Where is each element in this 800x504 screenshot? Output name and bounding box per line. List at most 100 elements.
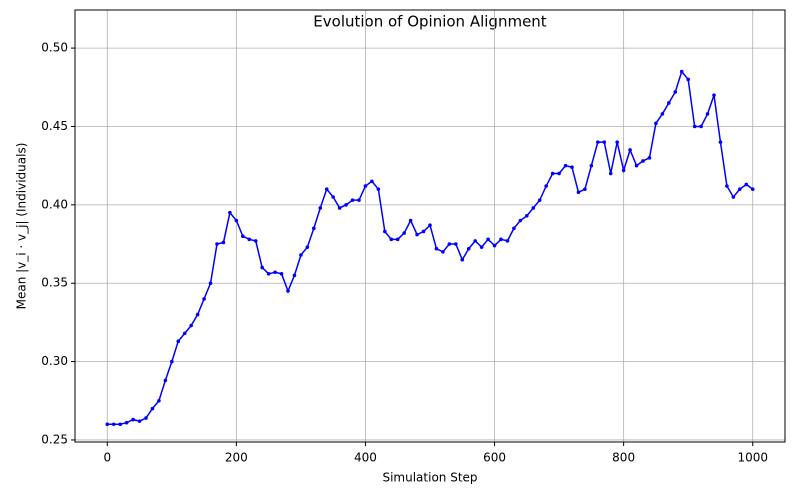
data-point — [596, 140, 600, 144]
data-point — [331, 195, 335, 199]
data-point — [679, 69, 684, 74]
data-point — [415, 232, 419, 237]
data-point — [370, 179, 374, 184]
data-point — [667, 101, 671, 105]
data-point — [357, 198, 361, 202]
data-point — [512, 226, 516, 231]
data-point — [157, 398, 161, 403]
data-point — [731, 195, 736, 199]
chart-title: Evolution of Opinion Alignment — [313, 13, 547, 31]
data-point — [725, 184, 729, 188]
data-point — [738, 187, 742, 191]
data-point — [318, 206, 323, 210]
data-point — [570, 165, 574, 170]
data-point — [215, 242, 219, 246]
data-point — [660, 112, 665, 116]
data-point — [712, 93, 716, 97]
data-point — [537, 198, 542, 202]
data-point — [673, 90, 678, 94]
data-point — [492, 243, 497, 248]
y-tick-label: 0.25 — [41, 432, 68, 446]
y-tick-label: 0.40 — [41, 197, 68, 211]
data-point — [686, 77, 690, 82]
data-point — [563, 163, 568, 168]
data-point — [531, 206, 536, 210]
x-tick-label: 200 — [225, 451, 248, 465]
y-tick-label: 0.30 — [41, 354, 68, 368]
data-point — [499, 237, 503, 242]
data-point — [253, 239, 258, 243]
y-axis-label: Mean |v_i · v_j| (Individuals) — [15, 143, 29, 310]
x-tick-label: 1000 — [737, 451, 768, 465]
data-point — [383, 229, 387, 234]
data-point — [234, 218, 239, 223]
data-point — [402, 231, 406, 235]
data-point — [144, 416, 148, 420]
data-point — [583, 187, 587, 191]
data-point — [350, 198, 355, 202]
data-point — [718, 140, 723, 144]
data-point — [460, 257, 465, 262]
data-point — [292, 273, 297, 278]
data-point — [505, 239, 510, 243]
data-point — [434, 246, 439, 251]
data-point — [176, 339, 181, 344]
data-point — [266, 272, 271, 276]
data-point — [312, 226, 316, 231]
data-point — [182, 331, 187, 336]
data-point — [447, 242, 452, 246]
data-point — [337, 206, 342, 210]
plot-frame — [74, 9, 786, 443]
data-point — [124, 420, 129, 425]
data-point — [241, 234, 245, 238]
data-point — [195, 312, 200, 317]
data-point — [395, 237, 400, 242]
data-point — [111, 422, 116, 427]
data-point — [305, 245, 310, 249]
data-point — [486, 237, 490, 242]
data-point — [454, 242, 458, 246]
data-point — [260, 265, 264, 270]
data-point — [608, 171, 613, 176]
data-point — [363, 184, 368, 188]
data-point — [557, 171, 561, 176]
data-point — [615, 140, 619, 144]
data-point — [344, 203, 348, 207]
data-point — [628, 148, 632, 152]
data-point — [389, 237, 394, 242]
data-point — [286, 289, 290, 293]
x-tick-label: 600 — [483, 451, 506, 465]
data-point — [589, 163, 594, 168]
data-point — [421, 229, 426, 234]
data-point — [150, 406, 155, 411]
data-point — [299, 253, 303, 257]
x-tick-label: 400 — [354, 451, 377, 465]
data-point — [228, 210, 232, 215]
data-point — [376, 187, 381, 191]
data-point — [647, 156, 652, 160]
y-tick-label: 0.50 — [41, 41, 68, 55]
data-point — [324, 187, 329, 191]
data-point — [699, 124, 703, 129]
data-point — [634, 163, 639, 168]
data-point — [163, 378, 168, 383]
data-point — [518, 218, 523, 223]
data-point — [202, 297, 206, 301]
data-point — [602, 140, 607, 144]
data-point — [641, 159, 645, 163]
x-tick-label: 0 — [103, 451, 111, 465]
y-tick-label: 0.35 — [41, 276, 68, 290]
data-point — [525, 214, 529, 218]
data-point — [273, 270, 277, 275]
data-point — [247, 237, 252, 242]
data-point — [441, 250, 445, 254]
data-point — [170, 359, 174, 364]
data-point — [279, 272, 284, 276]
data-point — [408, 218, 413, 223]
data-point — [473, 239, 477, 243]
data-point — [692, 124, 697, 129]
x-tick-label: 800 — [612, 451, 635, 465]
data-point — [466, 246, 471, 251]
data-point — [479, 245, 484, 249]
